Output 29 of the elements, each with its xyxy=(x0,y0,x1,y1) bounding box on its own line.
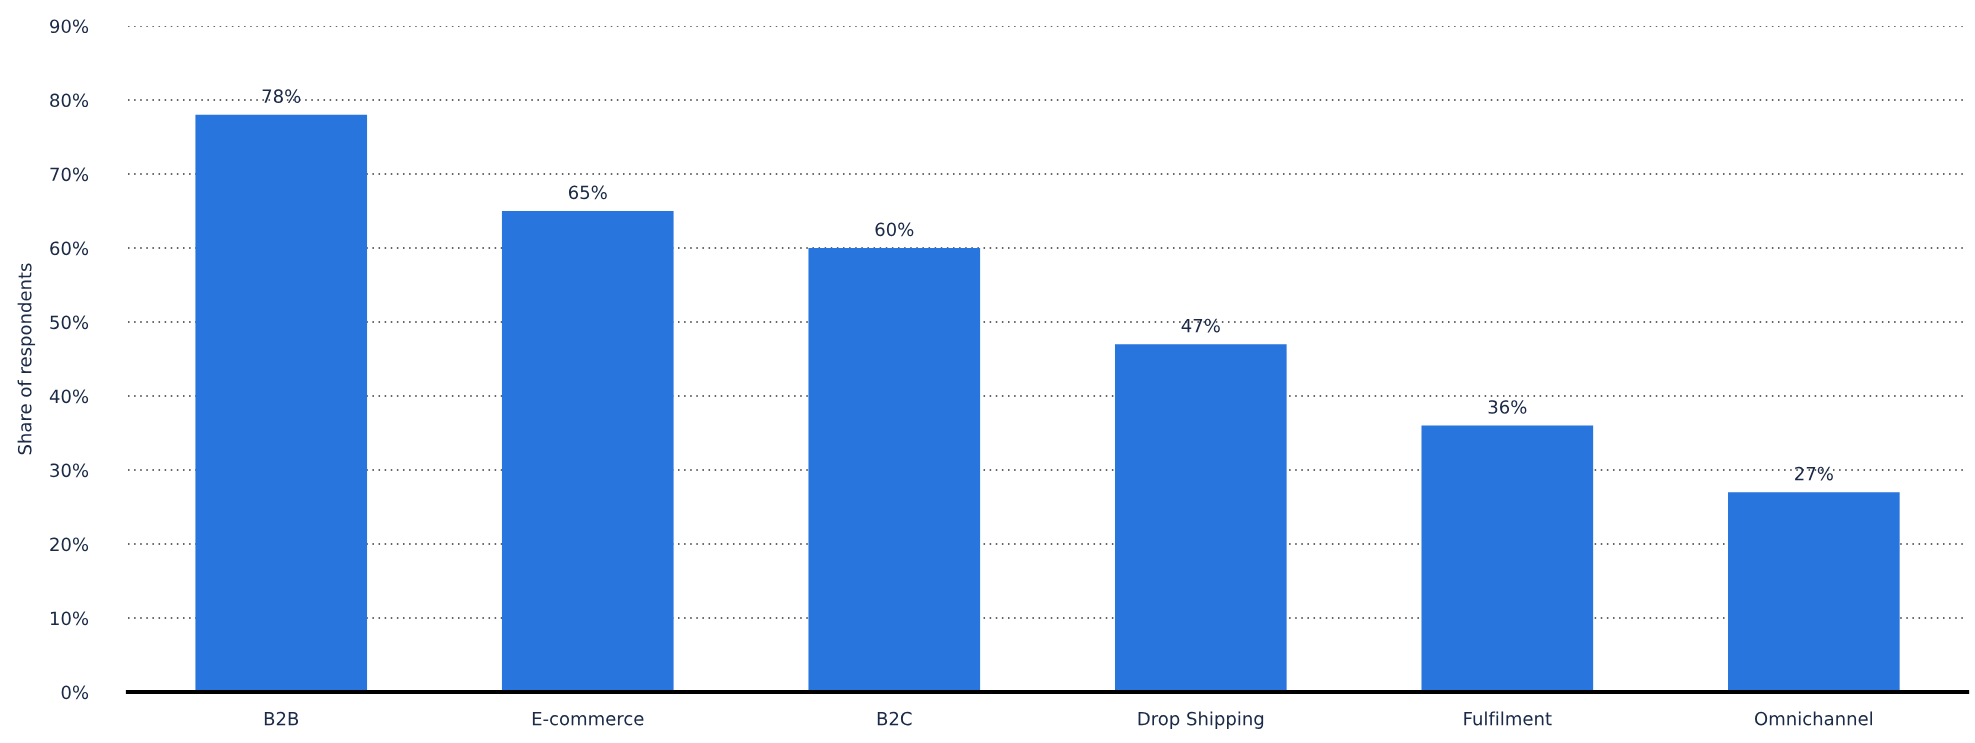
bar xyxy=(195,114,368,693)
data-label: 36% xyxy=(1488,400,1527,414)
y-tick-label: 10% xyxy=(50,611,89,626)
x-tick-label: Omnichannel xyxy=(1755,711,1872,726)
x-tick-label: E-commerce xyxy=(532,712,644,726)
y-tick-label: 30% xyxy=(50,463,89,478)
data-label: 47% xyxy=(1181,318,1220,333)
bar xyxy=(1421,425,1594,693)
y-tick-label: 0% xyxy=(61,685,89,700)
y-tick-label: 90% xyxy=(50,19,89,34)
x-tick-label: B2C xyxy=(877,711,912,726)
bar xyxy=(1114,344,1287,693)
x-tick-label: Fulfilment xyxy=(1464,711,1552,726)
data-label: 65% xyxy=(568,185,607,200)
y-tick-label: 40% xyxy=(49,389,89,404)
bar xyxy=(501,211,674,693)
data-label: 78% xyxy=(262,89,301,103)
y-tick-label: 80% xyxy=(50,93,89,108)
y-tick-label: 60% xyxy=(50,241,89,256)
y-tick-label: 20% xyxy=(50,537,89,552)
data-label: 27% xyxy=(1795,466,1833,481)
bar xyxy=(808,248,981,693)
data-label: 60% xyxy=(875,222,914,237)
x-tick-label: Drop Shipping xyxy=(1138,711,1264,729)
x-tick-label: B2B xyxy=(264,711,299,726)
y-axis-title: Share of respondents xyxy=(17,263,36,455)
bar xyxy=(1728,492,1900,693)
y-tick-label: 50% xyxy=(50,315,89,330)
y-tick-label: 70% xyxy=(50,167,89,182)
